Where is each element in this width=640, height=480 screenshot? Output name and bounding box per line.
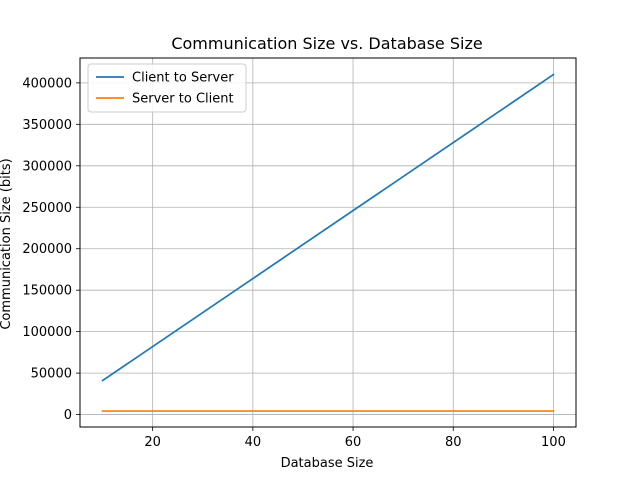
y-axis-label: Communication Size (bits) bbox=[0, 158, 14, 329]
x-tick-label: 40 bbox=[245, 435, 262, 450]
x-tick-label: 20 bbox=[144, 435, 161, 450]
series-line-0 bbox=[101, 73, 555, 382]
chart-title: Communication Size vs. Database Size bbox=[171, 34, 482, 53]
legend-box bbox=[87, 63, 247, 113]
y-tick-label: 100000 bbox=[22, 325, 72, 340]
series-lines bbox=[101, 73, 555, 412]
legend: Client to Server Server to Client bbox=[87, 63, 247, 113]
y-tick-label: 150000 bbox=[22, 284, 72, 299]
y-tick-label: 250000 bbox=[22, 201, 72, 216]
y-tick-label: 0 bbox=[64, 408, 72, 423]
legend-label: Client to Server bbox=[132, 71, 234, 86]
x-tick-label: 60 bbox=[345, 435, 362, 450]
y-tick-label: 400000 bbox=[22, 76, 72, 91]
grid-lines bbox=[80, 58, 576, 427]
x-axis-label: Database Size bbox=[281, 456, 374, 471]
x-axis-ticks: 20 40 60 80 100 bbox=[144, 427, 566, 450]
legend-label: Server to Client bbox=[132, 92, 234, 107]
y-tick-label: 300000 bbox=[22, 159, 72, 174]
y-tick-label: 350000 bbox=[22, 118, 72, 133]
y-axis-ticks: 0 50000 100000 150000 200000 250000 300000 3500… bbox=[22, 76, 80, 423]
y-tick-label: 50000 bbox=[31, 367, 72, 382]
x-tick-label: 100 bbox=[541, 435, 566, 450]
y-tick-label: 200000 bbox=[22, 242, 72, 257]
x-tick-label: 80 bbox=[445, 435, 462, 450]
plot-area-frame bbox=[79, 57, 577, 428]
